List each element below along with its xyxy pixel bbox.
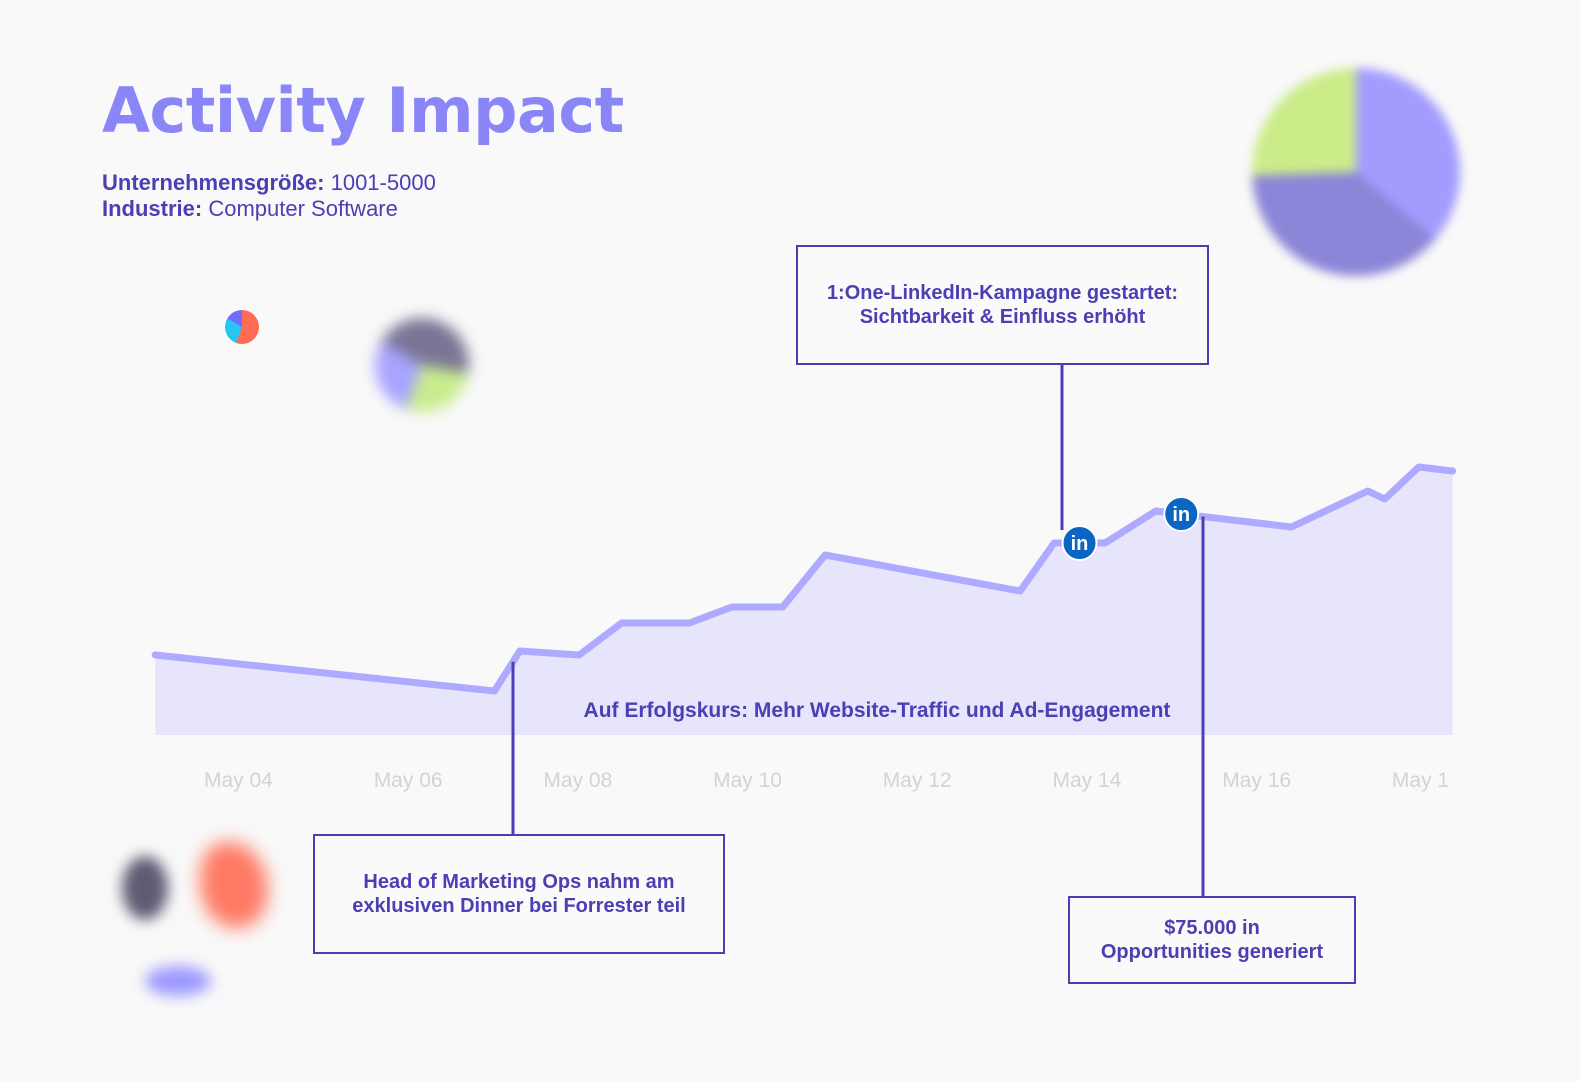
x-tick-label: May 06 xyxy=(374,769,443,792)
x-tick-label: May 10 xyxy=(713,769,782,792)
linkedin-icon-text: in xyxy=(1172,504,1190,526)
decorative-blob-red xyxy=(200,842,268,928)
x-axis-ticks: May 04 May 06 May 08 May 10 May 12 May 14 May … xyxy=(204,769,1449,792)
x-tick-label: May 12 xyxy=(883,769,952,792)
industry-row: Industrie: Computer Software xyxy=(102,196,436,222)
callout-opportunities: $75.000 in Opportunities generiert xyxy=(1068,896,1356,984)
callout-forrester-dinner: Head of Marketing Ops nahm am exklusiven… xyxy=(313,834,725,954)
decorative-pie-small xyxy=(225,310,259,344)
chart-area xyxy=(155,467,1453,735)
chart-line xyxy=(151,463,1457,695)
industry-label: Industrie: xyxy=(102,196,203,221)
page-title: Activity Impact xyxy=(102,74,624,147)
industry-value: Computer Software xyxy=(202,196,398,221)
callout-linkedin-line-1: 1:One-LinkedIn-Kampagne gestartet: xyxy=(826,282,1179,304)
callout-opportunities-line-2: Opportunities generiert xyxy=(1100,941,1324,963)
x-tick-label: May 04 xyxy=(204,769,273,792)
company-size-label: Unternehmensgröße: xyxy=(102,170,325,195)
decorative-pie-large xyxy=(1252,68,1460,276)
decorative-pie-medium xyxy=(375,318,469,412)
callout-dinner-line-1: Head of Marketing Ops nahm am xyxy=(363,871,675,893)
company-size-value: 1001-5000 xyxy=(324,170,436,195)
trend-label: Auf Erfolgskurs: Mehr Website-Traffic un… xyxy=(584,699,1171,722)
company-size-row: Unternehmensgröße: 1001-5000 xyxy=(102,170,436,196)
chart-markers: in in xyxy=(1061,496,1200,561)
company-meta: Unternehmensgröße: 1001-5000 Industrie: … xyxy=(102,170,436,222)
linkedin-icon: in xyxy=(1061,525,1098,561)
linkedin-icon: in xyxy=(1163,496,1200,532)
x-tick-label: May 14 xyxy=(1053,769,1122,792)
x-tick-label: May 08 xyxy=(543,769,612,792)
decorative-blob-blue xyxy=(145,966,211,996)
callout-dinner-line-2: exklusiven Dinner bei Forrester teil xyxy=(352,895,686,917)
callout-linkedin-campaign: 1:One-LinkedIn-Kampagne gestartet: Sicht… xyxy=(796,245,1209,365)
callout-linkedin-line-2: Sichtbarkeit & Einfluss erhöht xyxy=(859,306,1146,328)
linkedin-icon-text: in xyxy=(1071,533,1089,555)
x-tick-label: May 1 xyxy=(1392,769,1449,792)
callout-opportunities-line-1: $75.000 in xyxy=(1164,917,1260,939)
decorative-blob-dark xyxy=(122,856,168,920)
x-tick-label: May 16 xyxy=(1222,769,1291,792)
